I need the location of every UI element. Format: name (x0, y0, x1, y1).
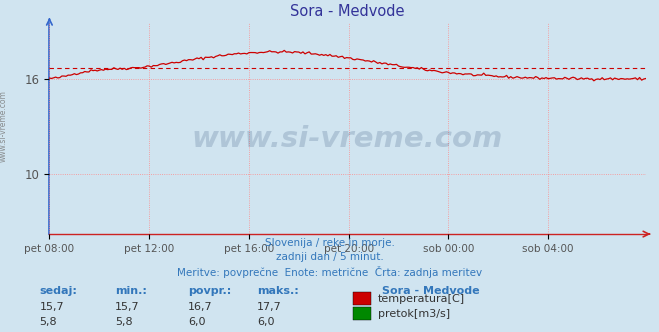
Text: Meritve: povprečne  Enote: metrične  Črta: zadnja meritev: Meritve: povprečne Enote: metrične Črta:… (177, 266, 482, 278)
Text: 6,0: 6,0 (188, 317, 206, 327)
Text: sedaj:: sedaj: (40, 286, 77, 296)
Title: Sora - Medvode: Sora - Medvode (291, 4, 405, 19)
Text: 15,7: 15,7 (40, 302, 64, 312)
Text: pretok[m3/s]: pretok[m3/s] (378, 309, 449, 319)
Text: min.:: min.: (115, 286, 147, 296)
Text: 5,8: 5,8 (115, 317, 133, 327)
Text: zadnji dan / 5 minut.: zadnji dan / 5 minut. (275, 252, 384, 262)
Text: 5,8: 5,8 (40, 317, 57, 327)
Text: temperatura[C]: temperatura[C] (378, 294, 465, 304)
Text: Slovenija / reke in morje.: Slovenija / reke in morje. (264, 238, 395, 248)
Text: 17,7: 17,7 (257, 302, 282, 312)
Text: 16,7: 16,7 (188, 302, 212, 312)
Text: povpr.:: povpr.: (188, 286, 231, 296)
Text: Sora - Medvode: Sora - Medvode (382, 286, 480, 296)
Text: www.si-vreme.com: www.si-vreme.com (192, 125, 503, 153)
Text: 6,0: 6,0 (257, 317, 275, 327)
Text: 15,7: 15,7 (115, 302, 140, 312)
Text: www.si-vreme.com: www.si-vreme.com (0, 90, 8, 162)
Text: maks.:: maks.: (257, 286, 299, 296)
